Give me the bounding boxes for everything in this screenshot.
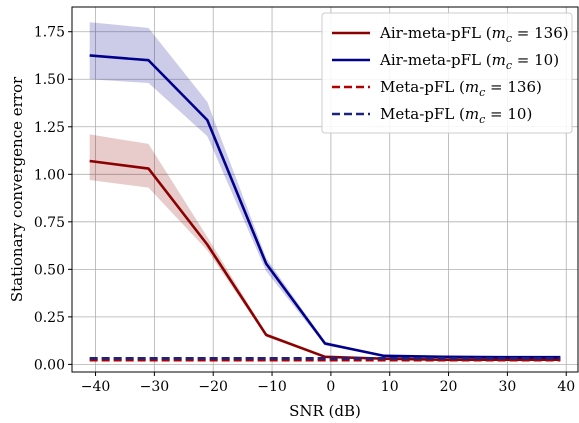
x-tick-label: 10 bbox=[381, 379, 399, 395]
series-lines bbox=[89, 54, 561, 362]
series-line bbox=[89, 54, 561, 359]
y-tick-label: 1.00 bbox=[34, 167, 65, 183]
series-band bbox=[89, 22, 561, 358]
legend-entry: Meta-pFL (mc = 136) bbox=[380, 78, 542, 99]
x-tick-label: −30 bbox=[140, 379, 170, 395]
legend-entry: Air-meta-pFL (mc = 10) bbox=[379, 51, 559, 72]
x-axis-label: SNR (dB) bbox=[289, 402, 361, 420]
x-tick-label: 40 bbox=[557, 379, 575, 395]
y-tick-label: 1.50 bbox=[34, 72, 65, 88]
y-tick-label: 0.75 bbox=[34, 215, 65, 231]
plot-frame bbox=[71, 6, 579, 373]
x-tick-label: 30 bbox=[498, 379, 516, 395]
legend: Air-meta-pFL (mc = 136) Air-meta-pFL (mc … bbox=[321, 12, 573, 134]
x-axis-ticks: −40 −30 −20 −10 0 10 20 30 40 bbox=[81, 372, 575, 395]
series-band bbox=[89, 134, 561, 361]
y-tick-label: 0.25 bbox=[34, 310, 65, 326]
x-tick-label: −10 bbox=[257, 379, 287, 395]
legend-box bbox=[321, 12, 573, 134]
y-axis-label: Stationary convergence error bbox=[8, 76, 26, 302]
confidence-bands bbox=[89, 22, 561, 361]
y-tick-label: 1.25 bbox=[34, 120, 65, 136]
legend-entry: Meta-pFL (mc = 10) bbox=[380, 105, 532, 126]
x-tick-label: −20 bbox=[198, 379, 228, 395]
y-axis-ticks: 0.00 0.25 0.50 0.75 1.00 1.25 1.50 1.75 bbox=[34, 25, 72, 373]
x-tick-label: 0 bbox=[326, 379, 335, 395]
series-line bbox=[89, 159, 561, 361]
y-tick-label: 1.75 bbox=[34, 25, 65, 41]
y-tick-label: 0.50 bbox=[34, 262, 65, 278]
x-tick-label: −40 bbox=[81, 379, 111, 395]
y-tick-label: 0.00 bbox=[34, 357, 65, 373]
legend-entry: Air-meta-pFL (mc = 136) bbox=[379, 24, 569, 45]
x-tick-label: 20 bbox=[440, 379, 458, 395]
